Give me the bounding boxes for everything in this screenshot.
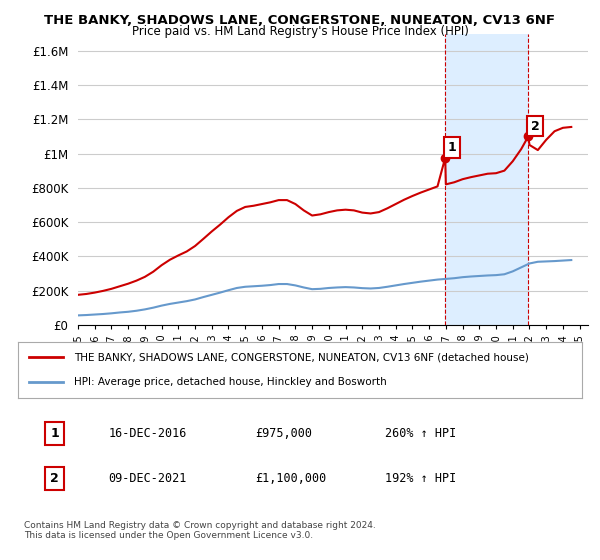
Text: THE BANKY, SHADOWS LANE, CONGERSTONE, NUNEATON, CV13 6NF: THE BANKY, SHADOWS LANE, CONGERSTONE, NU… [44, 14, 556, 27]
Text: 09-DEC-2021: 09-DEC-2021 [108, 472, 187, 486]
Text: 192% ↑ HPI: 192% ↑ HPI [385, 472, 456, 486]
Text: 1: 1 [50, 427, 59, 440]
Text: 2: 2 [530, 120, 539, 133]
Text: £1,100,000: £1,100,000 [255, 472, 326, 486]
Text: 16-DEC-2016: 16-DEC-2016 [108, 427, 187, 440]
Text: £975,000: £975,000 [255, 427, 312, 440]
Text: 2: 2 [50, 472, 59, 486]
Text: 260% ↑ HPI: 260% ↑ HPI [385, 427, 456, 440]
Text: THE BANKY, SHADOWS LANE, CONGERSTONE, NUNEATON, CV13 6NF (detached house): THE BANKY, SHADOWS LANE, CONGERSTONE, NU… [74, 352, 529, 362]
Bar [445, 34, 529, 325]
Text: 1: 1 [448, 141, 456, 154]
Text: Price paid vs. HM Land Registry's House Price Index (HPI): Price paid vs. HM Land Registry's House … [131, 25, 469, 38]
Text: Contains HM Land Registry data © Crown copyright and database right 2024.
This d: Contains HM Land Registry data © Crown c… [24, 521, 376, 540]
Text: HPI: Average price, detached house, Hinckley and Bosworth: HPI: Average price, detached house, Hinc… [74, 377, 387, 387]
